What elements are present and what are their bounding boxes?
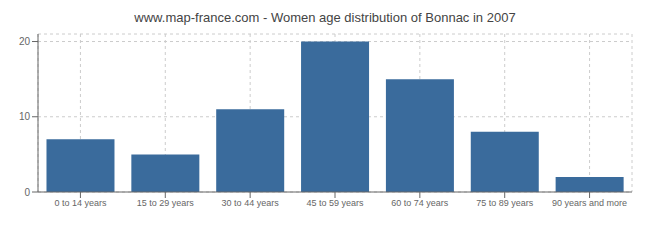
svg-text:0 to 14 years: 0 to 14 years xyxy=(54,198,107,208)
svg-text:90 years and more: 90 years and more xyxy=(552,198,627,208)
svg-text:60 to 74 years: 60 to 74 years xyxy=(391,198,449,208)
svg-text:20: 20 xyxy=(19,36,31,47)
svg-text:75 to 89 years: 75 to 89 years xyxy=(476,198,534,208)
svg-text:30 to 44 years: 30 to 44 years xyxy=(222,198,280,208)
svg-text:45 to 59 years: 45 to 59 years xyxy=(306,198,364,208)
svg-text:0: 0 xyxy=(24,187,30,198)
svg-text:15 to 29 years: 15 to 29 years xyxy=(137,198,195,208)
html-text:www.map-france.com - Women age: www.map-france.com - Women age distribut… xyxy=(134,10,516,25)
svg-text:10: 10 xyxy=(19,111,31,122)
